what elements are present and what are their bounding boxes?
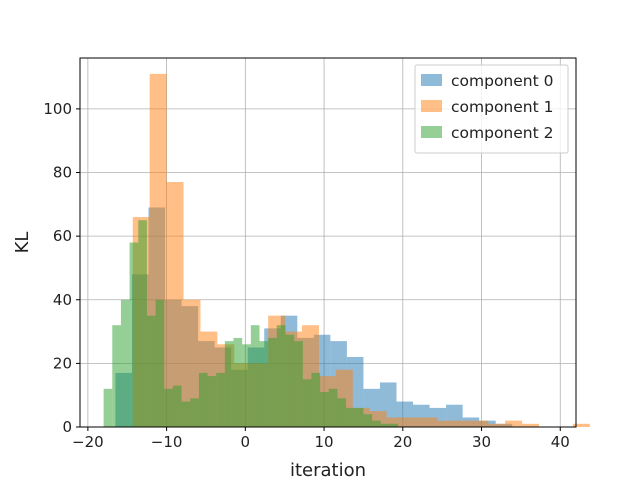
series-1-bar (572, 423, 590, 427)
legend-box (414, 64, 569, 154)
plot-area-frame (79, 57, 577, 428)
series-2-bar (112, 325, 121, 427)
y-tick-label: 0 (62, 418, 72, 436)
series-2-bar (155, 299, 165, 427)
series-2-bars (103, 220, 399, 427)
x-tick-label: 20 (393, 433, 412, 451)
series-1-bar (420, 417, 438, 427)
series-2-bar (172, 385, 182, 427)
series-2-bar (372, 420, 381, 427)
series-2-bar (285, 334, 295, 427)
series-2-bar (259, 341, 269, 427)
series-1-bar (386, 417, 404, 427)
series-2-bar (389, 423, 399, 427)
x-tick-label: 0 (241, 433, 251, 451)
series-2-bar (120, 299, 130, 427)
y-tick-label: 40 (53, 291, 72, 309)
series-2-bar (103, 388, 113, 427)
legend-label: component 0 (451, 72, 553, 90)
x-tick-label: −20 (72, 433, 104, 451)
series-1-bar (505, 420, 523, 427)
series-2-bar (216, 372, 225, 427)
x-tick-label: 40 (551, 433, 570, 451)
y-tick-label: 20 (53, 354, 72, 372)
series-1-bar (488, 423, 506, 427)
series-2-bar (138, 220, 147, 427)
series-2-bar (302, 379, 312, 427)
axis-ticks: −20 −10 0 10 20 30 40 0 20 40 60 80 100 (43, 100, 569, 451)
series-1-bar (471, 420, 489, 427)
legend-items: component 0 component 1 component 2 (421, 72, 553, 142)
x-tick-label: 10 (315, 433, 334, 451)
series-2-bar (129, 242, 139, 427)
legend-label: component 2 (451, 124, 553, 142)
legend-label: component 1 (451, 98, 553, 116)
series-2-bar (146, 315, 156, 427)
y-tick-label: 80 (53, 164, 72, 182)
series-2-bar (233, 337, 243, 427)
series-2-bar (198, 372, 208, 427)
y-axis-label: KL (12, 232, 33, 254)
series-2-bar (354, 407, 364, 427)
legend-swatch (421, 126, 442, 138)
series-2-bar (181, 401, 191, 427)
series-1-bar (403, 417, 421, 427)
x-tick-label: −10 (151, 433, 183, 451)
series-2-bar (363, 414, 373, 427)
series-1-bar (166, 182, 184, 427)
series-2-bar (328, 388, 338, 427)
legend: component 0 component 1 component 2 (414, 64, 569, 154)
series-2-bar (164, 388, 173, 427)
series-2-bar (207, 376, 217, 427)
series-2-bar (190, 398, 199, 427)
series-1-bar (522, 423, 539, 427)
series-1-bar (183, 299, 201, 427)
series-2-bar (380, 423, 390, 427)
series-2-bar (294, 341, 303, 427)
series-1-bar (437, 420, 455, 427)
series-2-bar (346, 407, 355, 427)
series-2-bar (242, 344, 251, 427)
y-tick-label: 60 (53, 227, 72, 245)
y-tick-label: 100 (43, 100, 72, 118)
bars (103, 73, 590, 427)
series-2-bar (276, 325, 286, 427)
series-2-bar (337, 398, 347, 427)
legend-swatch (421, 74, 442, 86)
series-2-bar (224, 341, 234, 427)
series-1-bar (454, 420, 472, 427)
legend-swatch (421, 100, 442, 112)
x-tick-label: 30 (472, 433, 491, 451)
series-2-bar (250, 325, 260, 427)
series-2-bar (311, 372, 321, 427)
x-axis-label: iteration (290, 460, 366, 480)
series-2-bar (320, 392, 329, 427)
series-2-bar (268, 337, 277, 427)
